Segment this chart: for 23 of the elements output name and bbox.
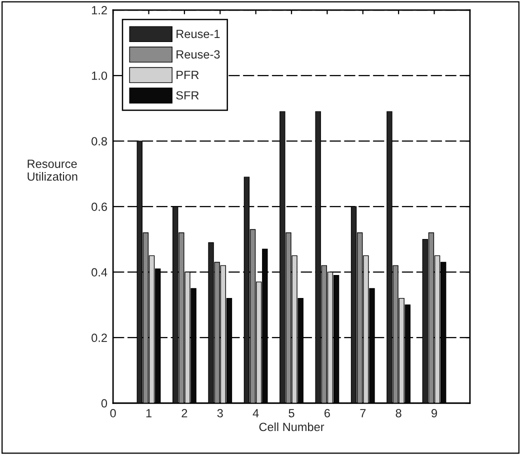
y-tick-label: 0.8	[92, 137, 107, 146]
x-tick-label: 3	[217, 408, 223, 418]
y-axis-title: Resource Utilization	[28, 160, 78, 181]
y-tick-label: 0.6	[92, 202, 107, 211]
x-tick-label: 8	[396, 408, 402, 418]
x-tick-label: 2	[182, 408, 188, 418]
x-tick-label: 6	[324, 408, 330, 418]
x-tick-label: 4	[252, 409, 259, 418]
y-tick-label: 0.4	[92, 268, 108, 276]
x-axis-title: Cell Number	[259, 422, 324, 432]
y-tick-label: 0	[101, 399, 108, 408]
x-tick-label: 0	[110, 408, 116, 418]
legend-label: Reuse-3	[176, 50, 220, 59]
x-tick-label: 9	[432, 408, 437, 418]
legend-label: Reuse-1	[176, 30, 220, 38]
legend-label: PFR	[176, 70, 199, 79]
legend-label: SFR	[176, 91, 199, 100]
y-tick-label: 0.2	[92, 334, 107, 342]
x-tick-label: 7	[360, 409, 366, 418]
x-tick-label: 5	[288, 409, 294, 418]
x-tick-label: 1	[146, 409, 152, 418]
y-tick-label: 1.0	[92, 72, 108, 80]
y-tick-label: 1.2	[92, 6, 107, 14]
